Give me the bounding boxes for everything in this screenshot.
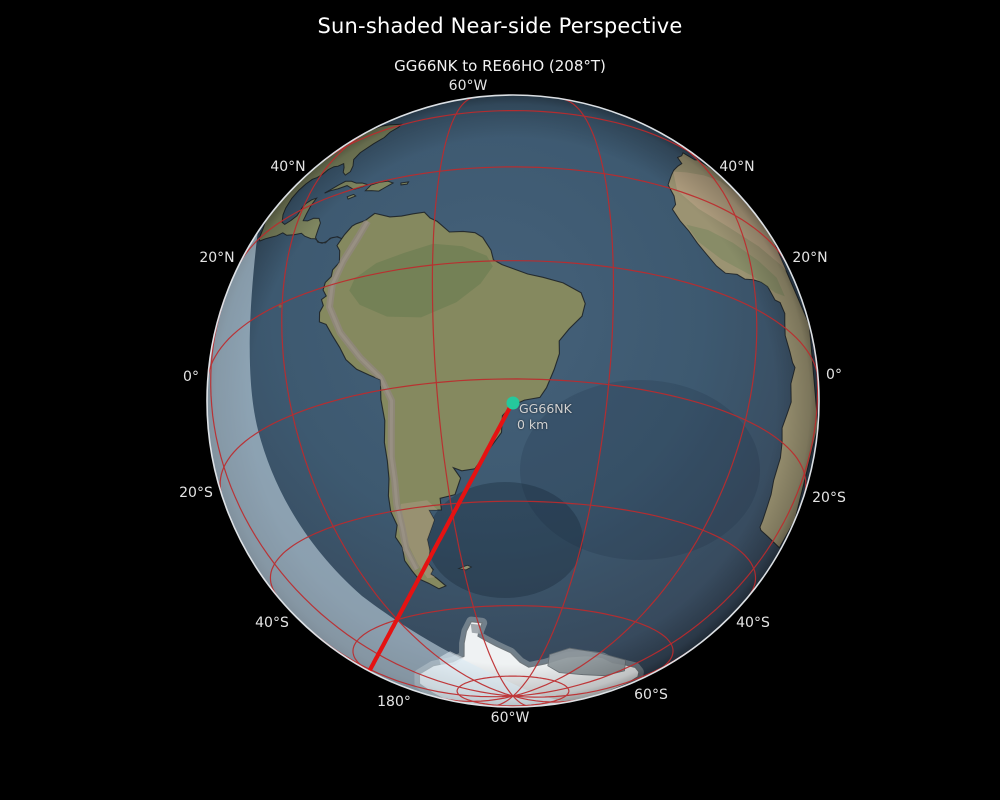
graticule-label: 20°N (199, 250, 235, 266)
graticule-label: 20°S (812, 490, 846, 506)
graticule-label: 0° (183, 369, 199, 385)
graticule-label: 60°S (634, 687, 668, 703)
graticule-label: 40°N (719, 159, 755, 175)
graticule-label: 40°N (270, 159, 306, 175)
figure-subtitle: GG66NK to RE66HO (208°T) (394, 57, 606, 75)
figure-title: Sun-shaded Near-side Perspective (317, 14, 683, 38)
origin-marker-label: GG66NK (519, 401, 572, 416)
graticule-label: 60°W (490, 710, 530, 726)
graticule-label: 60°W (448, 78, 488, 94)
graticule-label: 180° (377, 694, 411, 710)
graticule-label: 40°S (255, 615, 289, 631)
graticule-label: 20°N (792, 250, 828, 266)
origin-distance-label: 0 km (517, 417, 549, 432)
graticule-label: 20°S (179, 485, 213, 501)
graticule-label: 40°S (736, 615, 770, 631)
graticule-label: 0° (826, 367, 842, 383)
